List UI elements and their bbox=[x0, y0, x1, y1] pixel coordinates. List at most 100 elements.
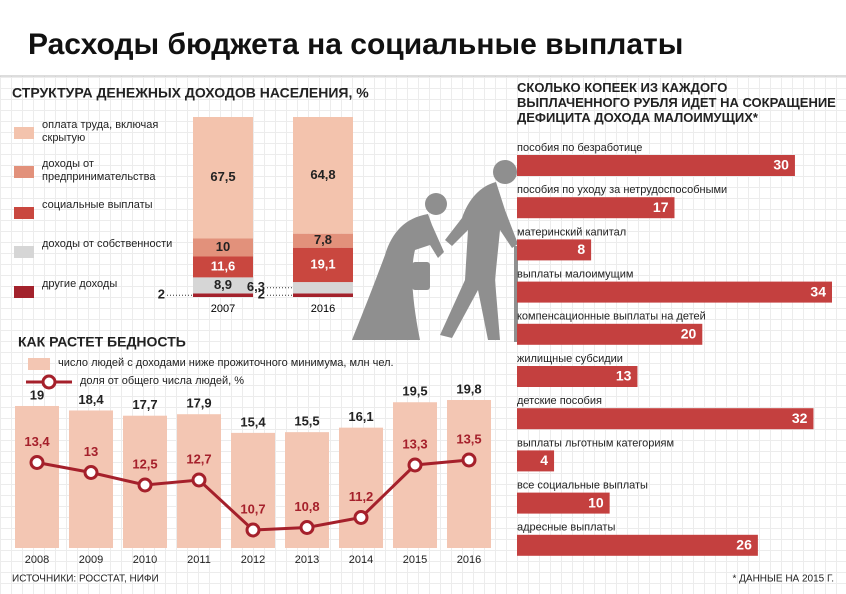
category-label: жилищные субсидии bbox=[517, 353, 623, 365]
bar-segment bbox=[293, 282, 353, 294]
x-tick-label: 2012 bbox=[241, 554, 265, 566]
bar bbox=[517, 197, 675, 219]
value-label: 13,5 bbox=[456, 431, 481, 446]
value-label: 64,8 bbox=[310, 167, 335, 182]
point bbox=[407, 457, 423, 473]
legend-label: доля от общего числа людей, % bbox=[80, 375, 245, 387]
value-label: 13,4 bbox=[24, 434, 50, 449]
bar bbox=[517, 323, 703, 345]
x-tick-label: 2007 bbox=[211, 303, 235, 315]
point bbox=[29, 455, 45, 470]
legend-swatch bbox=[14, 127, 34, 139]
legend-label: оплата труда, включая скрытую bbox=[42, 119, 159, 144]
value-label: 4 bbox=[540, 452, 548, 468]
bar-segment bbox=[293, 247, 353, 283]
value-label: 2 bbox=[258, 287, 265, 302]
value-label: 12,7 bbox=[186, 451, 211, 466]
value-label: 34 bbox=[810, 283, 826, 299]
x-tick-label: 2009 bbox=[79, 554, 103, 566]
x-tick-label: 2008 bbox=[25, 554, 49, 566]
bar-segment bbox=[193, 117, 253, 239]
value-label: 19,5 bbox=[402, 384, 427, 399]
bar bbox=[517, 450, 555, 472]
value-label: 18,4 bbox=[78, 392, 104, 407]
value-label: 67,5 bbox=[210, 169, 235, 184]
value-label: 7,8 bbox=[314, 232, 332, 247]
value-label: 10,7 bbox=[240, 501, 265, 516]
bar bbox=[447, 400, 491, 548]
chart-title: КАК РАСТЕТ БЕДНОСТЬ bbox=[18, 334, 186, 350]
value-label: 8,9 bbox=[214, 277, 232, 292]
category-label: материнский капитал bbox=[517, 226, 626, 238]
bar bbox=[517, 366, 638, 387]
value-label: 12,5 bbox=[132, 456, 157, 471]
bar bbox=[339, 427, 383, 548]
category-label: выплаты льготным категориям bbox=[517, 437, 674, 449]
bar-segment bbox=[193, 238, 253, 257]
bar bbox=[15, 405, 59, 548]
silhouette bbox=[352, 160, 518, 342]
legend-swatch bbox=[14, 246, 34, 258]
legend-label: число людей с доходами ниже прожиточного… bbox=[58, 357, 394, 369]
value-label: 30 bbox=[773, 157, 789, 173]
legend-swatch bbox=[14, 286, 34, 298]
category-label: выплаты малоимущим bbox=[517, 269, 633, 281]
point bbox=[299, 520, 315, 535]
x-tick-label: 2011 bbox=[187, 554, 211, 566]
bar bbox=[517, 239, 592, 261]
bar bbox=[517, 408, 814, 430]
x-tick-label: 2016 bbox=[457, 554, 481, 566]
value-label: 13 bbox=[84, 444, 98, 459]
value-label: 17,9 bbox=[186, 396, 211, 411]
legend-swatch bbox=[14, 166, 34, 178]
legend-label: доходы от собственности bbox=[42, 238, 173, 250]
bar-segment bbox=[293, 293, 353, 297]
category-label: детские пособия bbox=[517, 395, 602, 407]
value-label: 8 bbox=[577, 241, 585, 257]
legend-swatch bbox=[28, 358, 50, 370]
legend-label: социальные выплаты bbox=[42, 199, 153, 211]
x-tick-label: 2013 bbox=[295, 554, 319, 566]
value-label: 17,7 bbox=[132, 397, 157, 412]
value-label: 32 bbox=[792, 410, 808, 426]
value-label: 19,8 bbox=[456, 381, 481, 396]
value-label: 13 bbox=[616, 368, 632, 384]
point bbox=[137, 477, 153, 493]
bar bbox=[517, 534, 758, 556]
value-label: 10 bbox=[216, 239, 230, 254]
value-label: 16,1 bbox=[348, 409, 373, 424]
footnote: * ДАННЫЕ НА 2015 Г. bbox=[732, 574, 834, 585]
bar-segment bbox=[293, 117, 353, 234]
point bbox=[191, 472, 207, 488]
bar-segment bbox=[193, 256, 253, 278]
value-label: 10 bbox=[588, 494, 604, 510]
category-label: все социальные выплаты bbox=[517, 480, 648, 492]
page-title: Расходы бюджета на социальные выплаты bbox=[28, 28, 683, 61]
x-tick-label: 2014 bbox=[349, 554, 373, 566]
bar bbox=[517, 492, 610, 514]
bar-segment bbox=[193, 293, 253, 297]
chart-title: СТРУКТУРА ДЕНЕЖНЫХ ДОХОДОВ НАСЕЛЕНИЯ, % bbox=[12, 85, 369, 101]
category-label: пособия по уходу за нетрудоспособными bbox=[517, 184, 727, 196]
chart-title: СКОЛЬКО КОПЕЕК ИЗ КАЖДОГО ВЫПЛАЧЕННОГО Р… bbox=[517, 80, 836, 125]
value-label: 19 bbox=[30, 387, 44, 402]
value-label: 19,1 bbox=[310, 256, 335, 271]
legend-label: другие доходы bbox=[42, 278, 118, 290]
value-label: 17 bbox=[653, 199, 669, 215]
bar-segment bbox=[293, 233, 353, 248]
x-tick-label: 2010 bbox=[133, 554, 157, 566]
category-label: пособия по безработице bbox=[517, 142, 642, 154]
value-label: 11,2 bbox=[349, 489, 374, 504]
value-label: 11,6 bbox=[211, 258, 236, 273]
value-label: 15,4 bbox=[240, 414, 266, 429]
point bbox=[461, 452, 477, 468]
bar bbox=[517, 155, 795, 176]
point bbox=[245, 522, 261, 538]
source: ИСТОЧНИКИ: РОССТАТ, НИФИ bbox=[12, 574, 159, 585]
header-bg bbox=[0, 0, 846, 76]
category-label: компенсационные выплаты на детей bbox=[517, 311, 706, 323]
value-label: 2 bbox=[158, 287, 165, 302]
value-label: 13,3 bbox=[402, 436, 427, 451]
value-label: 10,8 bbox=[294, 499, 319, 514]
